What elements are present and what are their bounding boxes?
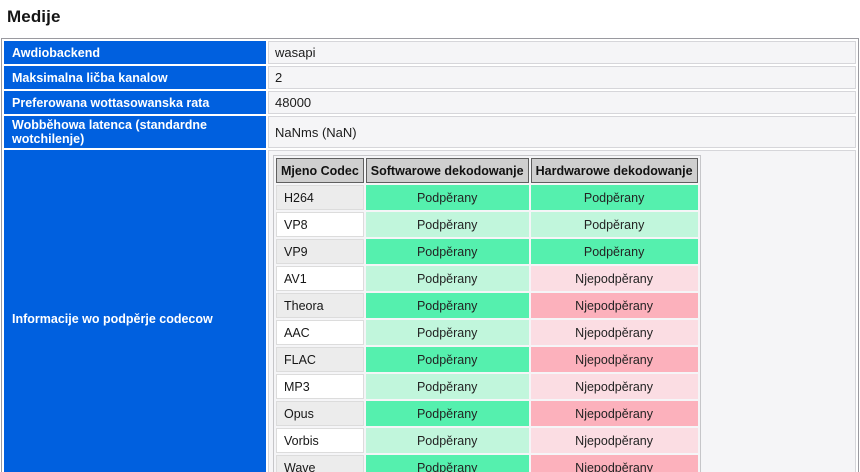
codec-row: VP9 Podpěrany Podpěrany	[276, 239, 698, 264]
codec-supported-cell: Podpěrany	[365, 455, 529, 472]
codec-supported-cell: Podpěrany	[365, 401, 529, 426]
row-value: wasapi	[268, 41, 856, 64]
row-label-codec-support: Informacije wo podpěrje codecow	[4, 150, 266, 472]
row-value: 48000	[268, 91, 856, 114]
codec-column-header: Hardwarowe dekodowanje	[530, 158, 698, 183]
codec-supported-cell: Podpěrany	[365, 239, 529, 264]
codec-supported-cell: Podpěrany	[530, 185, 698, 210]
media-info-table-body: Awdiobackend wasapi Maksimalna ličba kanal…	[4, 41, 856, 472]
codec-unsupported-cell: Njepodpěrany	[530, 347, 698, 372]
codec-row: H264 Podpěrany Podpěrany	[276, 185, 698, 210]
codec-support-table: Mjeno Codec Softwarowe dekodowanje Hardwar…	[273, 155, 701, 472]
row-label: Wobběhowa latenca (standardne wotchilenj…	[4, 116, 266, 148]
codec-row: VP8 Podpěrany Podpěrany	[276, 212, 698, 237]
codec-supported-cell: Podpěrany	[365, 212, 529, 237]
codec-unsupported-cell: Njepodpěrany	[530, 455, 698, 472]
codec-support-cell: Mjeno Codec Softwarowe dekodowanje Hardwar…	[268, 150, 856, 472]
codec-header-row: Mjeno Codec Softwarowe dekodowanje Hardwar…	[276, 158, 698, 183]
codec-name-cell: VP9	[276, 239, 364, 264]
codec-row: Vorbis Podpěrany Njepodpěrany	[276, 428, 698, 453]
row-label: Preferowana wottasowanska rata	[4, 91, 266, 114]
codec-name-cell: FLAC	[276, 347, 364, 372]
codec-name-cell: MP3	[276, 374, 364, 399]
codec-row: Theora Podpěrany Njepodpěrany	[276, 293, 698, 318]
codec-row: Opus Podpěrany Njepodpěrany	[276, 401, 698, 426]
media-info-table: Awdiobackend wasapi Maksimalna ličba kanal…	[1, 38, 859, 472]
codec-supported-cell: Podpěrany	[530, 212, 698, 237]
codec-row: Wave Podpěrany Njepodpěrany	[276, 455, 698, 472]
codec-supported-cell: Podpěrany	[365, 293, 529, 318]
info-row: Preferowana wottasowanska rata 48000	[4, 91, 856, 114]
codec-unsupported-cell: Njepodpěrany	[530, 374, 698, 399]
info-row: Wobběhowa latenca (standardne wotchilenj…	[4, 116, 856, 148]
codec-row: AAC Podpěrany Njepodpěrany	[276, 320, 698, 345]
codec-unsupported-cell: Njepodpěrany	[530, 401, 698, 426]
codec-supported-cell: Podpěrany	[365, 374, 529, 399]
codec-row: AV1 Podpěrany Njepodpěrany	[276, 266, 698, 291]
row-value: 2	[268, 66, 856, 89]
codec-row: FLAC Podpěrany Njepodpěrany	[276, 347, 698, 372]
codec-unsupported-cell: Njepodpěrany	[530, 320, 698, 345]
codec-name-cell: AV1	[276, 266, 364, 291]
codec-name-cell: H264	[276, 185, 364, 210]
codec-row: MP3 Podpěrany Njepodpěrany	[276, 374, 698, 399]
page-title: Medije	[7, 7, 61, 26]
codec-name-cell: Opus	[276, 401, 364, 426]
codec-name-cell: Wave	[276, 455, 364, 472]
codec-supported-cell: Podpěrany	[365, 185, 529, 210]
codec-unsupported-cell: Njepodpěrany	[530, 293, 698, 318]
codec-name-cell: Theora	[276, 293, 364, 318]
codec-table-head: Mjeno Codec Softwarowe dekodowanje Hardwar…	[276, 158, 698, 183]
codec-supported-cell: Podpěrany	[365, 428, 529, 453]
codec-name-cell: AAC	[276, 320, 364, 345]
codec-table-body: H264 Podpěrany Podpěrany VP8 Podpěrany Podpěr…	[276, 185, 698, 472]
codec-supported-cell: Podpěrany	[365, 266, 529, 291]
codec-name-cell: VP8	[276, 212, 364, 237]
row-value: NaNms (NaN)	[268, 116, 856, 148]
codec-supported-cell: Podpěrany	[530, 239, 698, 264]
codec-supported-cell: Podpěrany	[365, 347, 529, 372]
info-row: Awdiobackend wasapi	[4, 41, 856, 64]
codec-support-row: Informacije wo podpěrje codecow Mjeno Co…	[4, 150, 856, 472]
info-row: Maksimalna ličba kanalow 2	[4, 66, 856, 89]
row-label: Awdiobackend	[4, 41, 266, 64]
codec-supported-cell: Podpěrany	[365, 320, 529, 345]
codec-unsupported-cell: Njepodpěrany	[530, 266, 698, 291]
row-label: Maksimalna ličba kanalow	[4, 66, 266, 89]
codec-column-header: Mjeno Codec	[276, 158, 364, 183]
codec-column-header: Softwarowe dekodowanje	[365, 158, 529, 183]
codec-name-cell: Vorbis	[276, 428, 364, 453]
codec-unsupported-cell: Njepodpěrany	[530, 428, 698, 453]
